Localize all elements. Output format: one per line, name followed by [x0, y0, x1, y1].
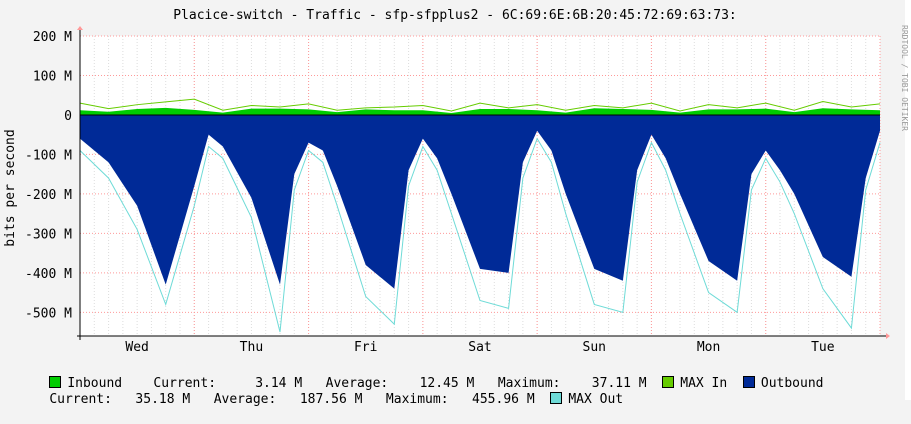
- x-tick-label: Wed: [125, 340, 148, 355]
- y-tick-label: -100 M: [25, 148, 72, 163]
- legend-max-out: MAX Out: [550, 392, 623, 408]
- x-tick-label: Fri: [354, 340, 377, 355]
- x-tick-label: Mon: [697, 340, 720, 355]
- chart-title: Placice-switch - Traffic - sfp-sfpplus2 …: [173, 8, 737, 23]
- max-in-label: MAX In: [680, 376, 728, 391]
- inbound-maximum-label: Maximum:: [497, 376, 561, 391]
- legend: Inbound Current: 3.14 M Average: 12.45 M…: [0, 360, 911, 408]
- legend-row-outbound: Current: 35.18 M Average: 187.56 M Maxim…: [18, 376, 623, 407]
- legend-inbound: Inbound: [49, 376, 122, 392]
- right-border: [905, 0, 911, 400]
- legend-outbound: Outbound: [742, 376, 824, 392]
- outbound-label: Outbound: [760, 376, 824, 391]
- plot-area: 200 M 100 M 0 -100 M -200 M -300 M -400 M -500 …: [25, 26, 890, 355]
- series-max-out-line: [79, 137, 881, 333]
- series-outbound-area: [80, 114, 880, 289]
- inbound-current-value: 3.14 M: [255, 376, 303, 391]
- x-tick-label: Tue: [811, 340, 835, 355]
- series-inbound-area: [80, 107, 880, 115]
- inbound-average-label: Average:: [325, 376, 389, 391]
- x-tick-label: Thu: [240, 340, 263, 355]
- y-tick-label: -400 M: [25, 267, 72, 282]
- y-tick-label: 0: [64, 109, 72, 124]
- y-tick-label: 200 M: [33, 30, 72, 45]
- x-tick-label: Sun: [583, 340, 606, 355]
- inbound-label: Inbound: [67, 376, 123, 391]
- y-tick-label: -200 M: [25, 188, 72, 203]
- rrdtool-watermark: RRDTOOL / TOBI OETIKER: [900, 25, 909, 131]
- legend-row-inbound: Inbound Current: 3.14 M Average: 12.45 M…: [18, 360, 824, 391]
- y-axis-label: bits per second: [3, 129, 18, 246]
- inbound-swatch: [49, 376, 62, 388]
- traffic-chart: Placice-switch - Traffic - sfp-sfpplus2 …: [3, 0, 911, 400]
- y-tick-label: -300 M: [25, 227, 72, 242]
- x-tick-label: Sat: [468, 340, 491, 355]
- y-tick-label: 100 M: [33, 69, 72, 84]
- outbound-swatch: [742, 376, 755, 388]
- y-tick-label: -500 M: [25, 306, 72, 321]
- max-in-swatch: [662, 376, 675, 388]
- x-axis-arrow: [886, 333, 890, 339]
- inbound-current-label: Current:: [153, 376, 217, 391]
- series-max-in-line: [79, 98, 881, 112]
- y-axis-arrow: [77, 26, 83, 30]
- legend-max-in: MAX In: [662, 376, 727, 392]
- inbound-maximum-value: 37.11 M: [591, 376, 647, 391]
- max-out-swatch: [550, 392, 563, 404]
- inbound-average-value: 12.45 M: [419, 376, 475, 391]
